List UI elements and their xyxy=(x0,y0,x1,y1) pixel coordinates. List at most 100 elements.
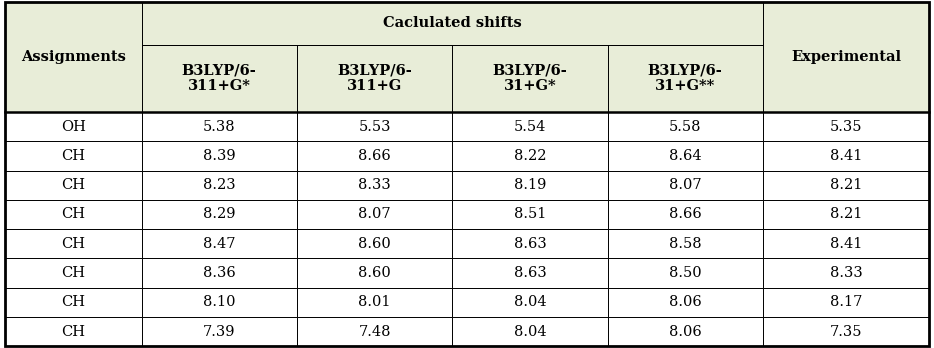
Bar xyxy=(5,229,142,259)
Text: B3LYP/6-
31+G**: B3LYP/6- 31+G** xyxy=(648,63,723,94)
Text: 8.51: 8.51 xyxy=(514,207,546,221)
Text: 7.35: 7.35 xyxy=(830,325,862,339)
Text: 8.66: 8.66 xyxy=(358,149,391,163)
Text: 8.19: 8.19 xyxy=(514,178,546,192)
Bar xyxy=(142,112,297,141)
Text: 7.48: 7.48 xyxy=(359,325,390,339)
Bar xyxy=(142,45,297,112)
Bar xyxy=(5,171,142,200)
Text: CH: CH xyxy=(61,149,85,163)
Text: 8.64: 8.64 xyxy=(669,149,701,163)
Text: 5.58: 5.58 xyxy=(669,120,701,134)
Text: 8.36: 8.36 xyxy=(203,266,235,280)
Bar xyxy=(5,2,142,112)
Text: 8.63: 8.63 xyxy=(514,266,546,280)
Bar xyxy=(5,141,142,171)
Bar xyxy=(5,112,142,141)
Bar xyxy=(763,2,929,112)
Text: 8.47: 8.47 xyxy=(203,237,235,251)
Text: Experimental: Experimental xyxy=(791,50,901,64)
Bar xyxy=(607,141,763,171)
Bar xyxy=(297,229,452,259)
Text: OH: OH xyxy=(61,120,86,134)
Text: 5.53: 5.53 xyxy=(359,120,390,134)
Bar xyxy=(607,288,763,317)
Bar xyxy=(452,141,607,171)
Bar xyxy=(297,259,452,288)
Bar xyxy=(607,200,763,229)
Bar xyxy=(452,112,607,141)
Bar xyxy=(607,229,763,259)
Bar xyxy=(297,171,452,200)
Bar xyxy=(142,317,297,346)
Text: 8.07: 8.07 xyxy=(359,207,390,221)
Bar xyxy=(452,171,607,200)
Bar xyxy=(607,259,763,288)
Text: CH: CH xyxy=(61,295,85,309)
Text: 8.22: 8.22 xyxy=(514,149,546,163)
Bar xyxy=(297,317,452,346)
Text: 8.39: 8.39 xyxy=(203,149,235,163)
Bar xyxy=(607,317,763,346)
Text: CH: CH xyxy=(61,207,85,221)
Text: 8.07: 8.07 xyxy=(669,178,701,192)
Bar xyxy=(142,200,297,229)
Bar xyxy=(763,317,929,346)
Bar xyxy=(763,112,929,141)
Text: 8.29: 8.29 xyxy=(203,207,235,221)
Bar xyxy=(142,229,297,259)
Text: 8.21: 8.21 xyxy=(830,207,862,221)
Text: 8.60: 8.60 xyxy=(358,266,391,280)
Bar xyxy=(297,288,452,317)
Text: B3LYP/6-
31+G*: B3LYP/6- 31+G* xyxy=(492,63,567,94)
Text: 8.41: 8.41 xyxy=(830,149,862,163)
Text: 7.39: 7.39 xyxy=(203,325,235,339)
Text: 8.50: 8.50 xyxy=(669,266,701,280)
Text: CH: CH xyxy=(61,325,85,339)
Text: Assignments: Assignments xyxy=(21,50,125,64)
Bar xyxy=(452,259,607,288)
Text: B3LYP/6-
311+G*: B3LYP/6- 311+G* xyxy=(182,63,257,94)
Text: 8.41: 8.41 xyxy=(830,237,862,251)
Text: CH: CH xyxy=(61,266,85,280)
Bar xyxy=(452,229,607,259)
Bar xyxy=(452,317,607,346)
Bar xyxy=(607,45,763,112)
Bar xyxy=(452,200,607,229)
Bar xyxy=(763,288,929,317)
Bar xyxy=(5,288,142,317)
Bar xyxy=(142,2,763,45)
Bar xyxy=(297,141,452,171)
Text: 8.10: 8.10 xyxy=(203,295,235,309)
Bar xyxy=(142,171,297,200)
Text: 5.54: 5.54 xyxy=(514,120,546,134)
Bar xyxy=(763,141,929,171)
Bar xyxy=(5,200,142,229)
Bar xyxy=(607,171,763,200)
Bar xyxy=(763,229,929,259)
Bar xyxy=(763,171,929,200)
Text: 8.33: 8.33 xyxy=(829,266,862,280)
Bar xyxy=(297,45,452,112)
Text: B3LYP/6-
311+G: B3LYP/6- 311+G xyxy=(337,63,412,94)
Text: 5.35: 5.35 xyxy=(830,120,862,134)
Text: 8.01: 8.01 xyxy=(359,295,390,309)
Bar xyxy=(452,288,607,317)
Bar xyxy=(142,259,297,288)
Bar xyxy=(297,200,452,229)
Text: 8.17: 8.17 xyxy=(830,295,862,309)
Bar xyxy=(452,45,607,112)
Bar xyxy=(142,141,297,171)
Bar xyxy=(142,288,297,317)
Bar xyxy=(763,200,929,229)
Text: 8.63: 8.63 xyxy=(514,237,546,251)
Text: 8.04: 8.04 xyxy=(514,325,546,339)
Text: Caclulated shifts: Caclulated shifts xyxy=(383,16,521,30)
Bar xyxy=(5,317,142,346)
Text: 8.23: 8.23 xyxy=(203,178,235,192)
Text: 8.06: 8.06 xyxy=(669,325,701,339)
Text: 8.04: 8.04 xyxy=(514,295,546,309)
Bar xyxy=(763,259,929,288)
Text: CH: CH xyxy=(61,237,85,251)
Bar xyxy=(5,259,142,288)
